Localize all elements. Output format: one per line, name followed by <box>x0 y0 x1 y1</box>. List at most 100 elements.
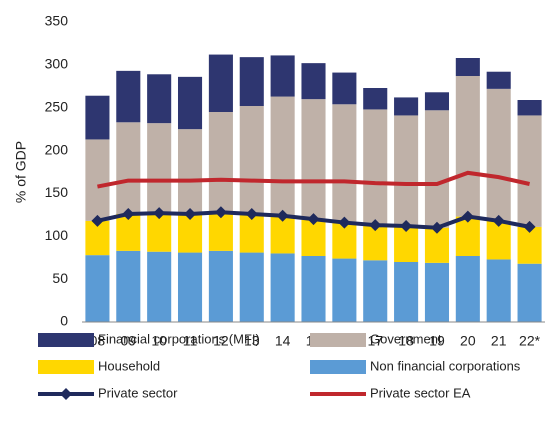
bar-segment <box>455 58 480 76</box>
bar-segment <box>517 263 542 322</box>
bar-segment <box>177 129 203 214</box>
bar-segment <box>424 110 450 228</box>
bar-segment <box>147 123 172 214</box>
line-marker <box>307 213 320 226</box>
legend-label: Private sector EA <box>370 385 471 400</box>
bar-segment <box>301 99 326 220</box>
line-marker <box>523 220 536 233</box>
bar-segment <box>270 253 295 322</box>
bar-segment <box>301 219 326 256</box>
bar-segment <box>301 256 326 322</box>
line-marker <box>492 214 505 227</box>
bar-segment <box>332 104 357 223</box>
bar-segment <box>486 88 511 221</box>
bar-segment <box>363 260 388 322</box>
y-tick-label: 0 <box>60 313 68 329</box>
bar-segment <box>363 109 388 226</box>
bar-segment <box>239 252 264 322</box>
y-tick-label: 100 <box>45 227 69 243</box>
bar-segment <box>332 258 357 322</box>
line-marker <box>122 208 135 220</box>
bar-segment <box>239 106 264 214</box>
bar-segment <box>208 212 233 251</box>
legend-swatch <box>310 360 366 374</box>
bar-segment <box>270 215 295 254</box>
legend-label: Non financial corporations <box>370 358 521 373</box>
x-tick-label: 13 <box>244 333 260 349</box>
line-marker <box>369 219 382 232</box>
legend-swatch <box>38 333 94 347</box>
x-tick-label: 20 <box>460 333 476 349</box>
bar-segment <box>85 255 110 322</box>
bar-segment <box>394 262 419 322</box>
bar-segment <box>116 70 141 123</box>
y-tick-label: 350 <box>45 13 69 29</box>
x-tick-label: 11 <box>183 333 198 349</box>
bar-segment <box>85 95 110 140</box>
bar-segment <box>517 226 542 264</box>
line-series <box>97 170 531 189</box>
bar-segment <box>116 122 141 214</box>
bar-segment <box>486 220 511 260</box>
x-tick-label: 22* <box>519 333 541 349</box>
y-tick-label: 300 <box>45 56 69 72</box>
bar-segment <box>116 250 141 322</box>
line-marker <box>214 206 227 219</box>
bar-segment <box>455 76 480 217</box>
bar-segment <box>147 251 172 322</box>
x-tick-label: 12 <box>213 333 229 349</box>
y-tick-label: 200 <box>45 141 69 157</box>
line-marker <box>461 210 474 223</box>
line-marker <box>153 207 166 220</box>
bar-segment <box>517 115 542 227</box>
bar-segment <box>455 256 480 322</box>
line-marker <box>184 208 197 220</box>
bar-segment <box>394 97 419 116</box>
bar-segment <box>208 112 233 213</box>
bar-segment <box>486 71 511 89</box>
x-tick-label: 14 <box>275 333 291 349</box>
line-marker <box>276 209 289 222</box>
legend-marker <box>60 388 72 400</box>
bar-segment <box>147 213 172 252</box>
bar-segment <box>394 115 419 226</box>
x-tick-label: 17 <box>367 333 383 349</box>
y-tick-label: 50 <box>52 270 68 286</box>
bar-segment <box>424 92 450 111</box>
line-marker <box>245 208 258 220</box>
bar-segment <box>116 214 141 251</box>
bar-segment <box>332 72 357 105</box>
bar-segment <box>177 76 203 130</box>
bar-segment <box>301 63 326 100</box>
bar-segment <box>177 252 203 322</box>
y-tick-label: 250 <box>45 98 69 114</box>
bar-segment <box>239 214 264 253</box>
line-marker <box>91 214 104 227</box>
legend-label: Household <box>98 358 160 373</box>
x-tick-label: 19 <box>429 333 445 349</box>
legend-swatch <box>38 360 94 374</box>
bar-segment <box>363 88 388 110</box>
bar-segment <box>147 74 172 124</box>
legend-label: Government <box>370 331 442 346</box>
bar-segment <box>455 216 480 256</box>
bar-segment <box>85 139 110 221</box>
legend-swatch <box>310 333 366 347</box>
bar-segment <box>208 54 233 112</box>
bar-segment <box>270 96 295 216</box>
bar-segment <box>177 214 203 253</box>
bar-segment <box>239 57 264 106</box>
x-tick-label: 18 <box>398 333 414 349</box>
y-tick-label: 150 <box>45 184 69 200</box>
bar-segment <box>517 100 542 116</box>
x-tick-label: 21 <box>491 333 507 349</box>
legend-label: Financial corporations (MFI) <box>98 331 260 346</box>
line-marker <box>400 220 413 232</box>
y-axis-label: % of GDP <box>13 141 29 203</box>
line-marker <box>338 216 351 229</box>
bar-segment <box>270 55 295 97</box>
bar-segment <box>208 250 233 322</box>
bar-segment <box>424 262 450 322</box>
x-tick-label: 10 <box>151 333 167 349</box>
